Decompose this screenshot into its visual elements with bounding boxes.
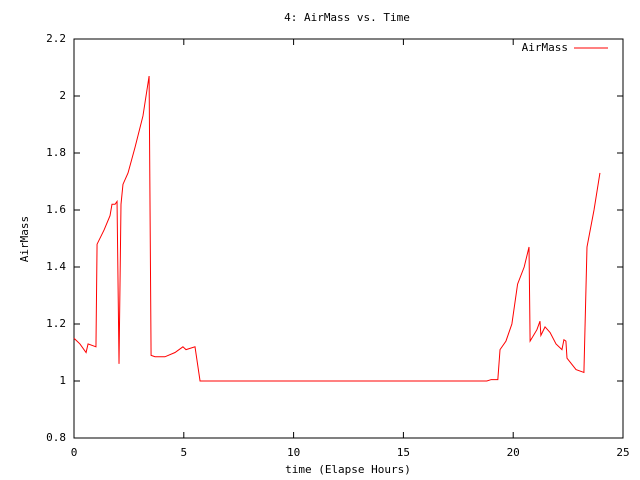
x-tick-label: 25: [616, 446, 629, 459]
y-tick-label: 0.8: [46, 431, 66, 444]
plot-border: [73, 38, 624, 439]
x-tick-label: 10: [287, 446, 300, 459]
y-axis-label: AirMass: [18, 216, 31, 262]
x-tick-label: 5: [180, 446, 187, 459]
y-tick-label: 1: [59, 374, 66, 387]
x-axis-label: time (Elapse Hours): [285, 463, 411, 476]
y-tick-label: 1.2: [46, 317, 66, 330]
y-tick-label: 2: [59, 89, 66, 102]
y-tick-label: 1.4: [46, 260, 66, 273]
data-line: [73, 75, 601, 382]
x-tick-label: 15: [397, 446, 410, 459]
y-tick-label: 1.6: [46, 203, 66, 216]
y-tick-label: 1.8: [46, 146, 66, 159]
x-tick-label: 0: [71, 446, 78, 459]
chart-title: 4: AirMass vs. Time: [284, 11, 410, 24]
x-tick-label: 20: [507, 446, 520, 459]
legend-label: AirMass: [522, 41, 568, 54]
y-tick-label: 2.2: [46, 32, 66, 45]
